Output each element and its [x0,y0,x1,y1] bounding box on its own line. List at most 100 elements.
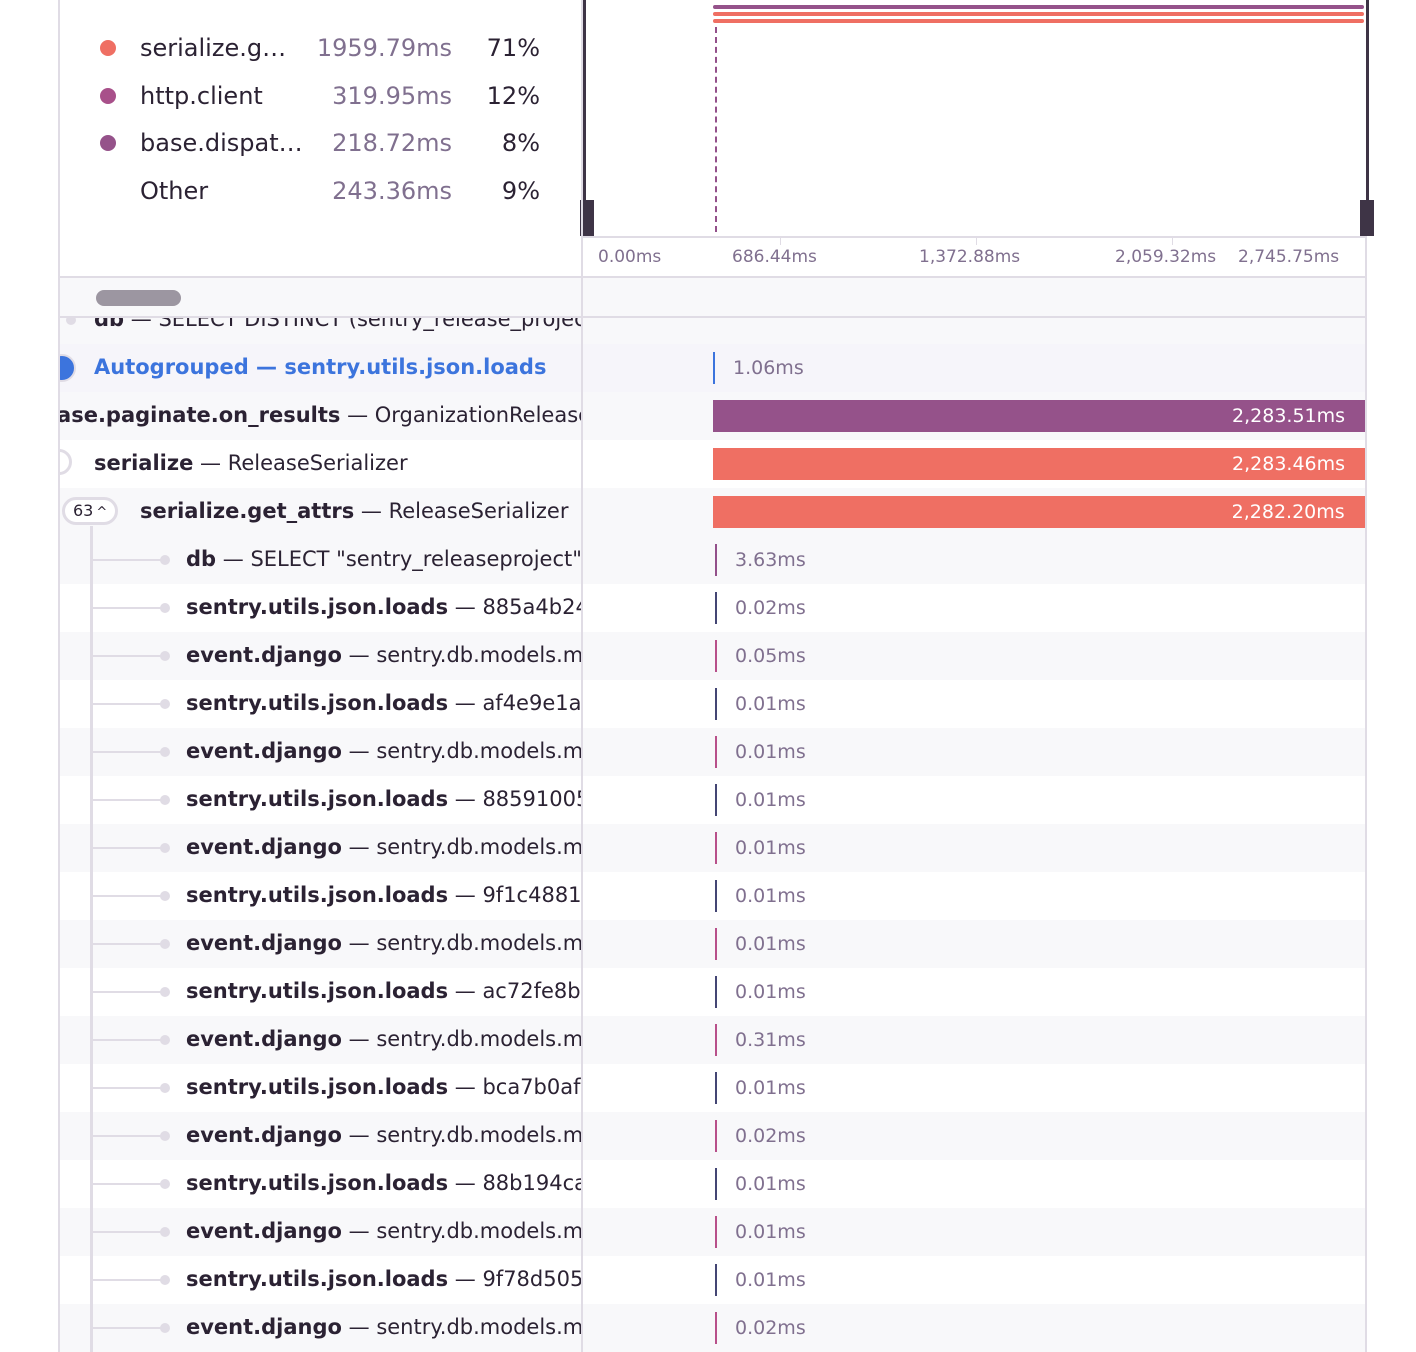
separator: — [448,1171,483,1195]
tree-connector [92,895,164,897]
span-row[interactable]: sentry.utils.json.loads — 885a4b24 0.02ms [60,584,1366,632]
span-description: event.django — sentry.db.models.manager [186,1219,582,1243]
span-row[interactable]: event.django — sentry.db.models.manager 0… [60,1208,1366,1256]
span-bar[interactable] [715,640,717,672]
span-label-cell[interactable]: base.paginate.on_results — OrganizationR… [60,392,582,440]
span-desc: sentry.db.models.manager [376,1219,582,1243]
span-bar[interactable] [715,1264,717,1296]
span-label-cell[interactable]: sentry.utils.json.loads — ac72fe8b5 [60,968,582,1016]
tree-node-dot-icon [160,1035,170,1045]
span-row[interactable]: sentry.utils.json.loads — 88591005 0.01ms [60,776,1366,824]
span-bar[interactable] [715,832,717,864]
span-row[interactable]: sentry.utils.json.loads — ac72fe8b5 0.01m… [60,968,1366,1016]
span-label-cell[interactable]: event.django — sentry.db.models.manager [60,920,582,968]
span-bar[interactable] [715,928,717,960]
span-label-cell[interactable]: sentry.utils.json.loads — 88b194ca [60,1160,582,1208]
span-op: event.django [186,643,342,667]
span-row[interactable]: event.django — sentry.db.models.manager 0… [60,824,1366,872]
tree-node-toggle-icon[interactable] [60,449,72,475]
span-description: event.django — sentry.db.models.manager [186,1123,582,1147]
span-bar[interactable] [715,1312,717,1344]
span-desc: sentry.db.models.manager [376,931,582,955]
span-label-cell[interactable]: serialize — ReleaseSerializer [60,440,582,488]
span-bar[interactable] [715,1216,717,1248]
span-op: event.django [186,835,342,859]
horizontal-scrollbar-thumb[interactable] [96,290,181,306]
span-label-cell[interactable]: sentry.utils.json.loads — 885a4b24 [60,584,582,632]
span-row[interactable]: 63 ^ serialize.get_attrs — ReleaseSerializ… [60,488,1366,536]
span-description: event.django — sentry.db.models.manager [186,643,582,667]
span-bar[interactable] [715,880,717,912]
span-row[interactable]: event.django — sentry.db.models.manager 0… [60,1304,1366,1352]
span-bar[interactable] [715,976,717,1008]
left-border [58,0,60,1352]
autogroup-toggle-icon[interactable] [60,354,76,382]
span-bar[interactable] [715,592,717,624]
axis-tick-label: 686.44ms [732,247,817,267]
span-duration: 2,283.51ms [1232,405,1346,427]
divider[interactable] [581,0,583,1352]
span-row[interactable]: event.django — sentry.db.models.manager 0… [60,728,1366,776]
span-bar[interactable] [715,1024,717,1056]
op-percent: 71% [486,34,540,62]
span-row[interactable]: sentry.utils.json.loads — bca7b0afe 0.01m… [60,1064,1366,1112]
span-label-cell[interactable]: event.django — sentry.db.models.manager [60,1016,582,1064]
tree-connector [92,703,164,705]
span-row[interactable]: sentry.utils.json.loads — 9f78d505 0.01ms [60,1256,1366,1304]
span-desc: 885a4b24 [482,595,582,619]
span-label-cell[interactable]: event.django — sentry.db.models.manager [60,1112,582,1160]
span-label-cell[interactable]: sentry.utils.json.loads — 9f78d505 [60,1256,582,1304]
span-op: sentry.utils.json.loads [186,595,449,619]
span-bar[interactable]: 2,282.20ms [713,496,1365,528]
span-row[interactable]: db — SELECT "sentry_releaseproject" 3.63m… [60,536,1366,584]
span-label-cell[interactable]: sentry.utils.json.loads — 88591005 [60,776,582,824]
collapse-children-button[interactable]: 63 ^ [62,497,118,525]
span-bar[interactable] [713,352,715,384]
tree-connector [92,1039,164,1041]
span-label-cell[interactable]: 63 ^ serialize.get_attrs — ReleaseSerializ… [60,488,582,536]
span-duration: 0.01ms [735,933,806,955]
span-label-cell[interactable]: sentry.utils.json.loads — bca7b0afe [60,1064,582,1112]
span-description: sentry.utils.json.loads — bca7b0afe [186,1075,582,1099]
span-bar[interactable] [715,544,717,576]
span-row[interactable]: event.django — sentry.db.models.manager 0… [60,920,1366,968]
span-bar[interactable] [715,1168,717,1200]
span-label-cell[interactable]: db — SELECT "sentry_releaseproject" [60,536,582,584]
span-op: sentry.utils.json.loads [186,883,449,907]
minimap-right-handle-line[interactable] [1366,0,1369,236]
span-row[interactable]: Autogrouped — sentry.utils.json.loads 1.0… [60,344,1366,392]
span-label-cell[interactable]: event.django — sentry.db.models.manager [60,1304,582,1352]
span-duration: 2,282.20ms [1231,501,1345,523]
minimap-left-handle-line[interactable] [583,0,586,236]
minimap-left-handle[interactable] [580,200,594,236]
minimap-right-handle[interactable] [1360,200,1374,236]
span-row[interactable]: base.paginate.on_results — OrganizationR… [60,392,1366,440]
span-label-cell[interactable]: Autogrouped — sentry.utils.json.loads [60,344,582,392]
span-label-cell[interactable]: event.django — sentry.db.models.manager [60,824,582,872]
span-bar[interactable]: 2,283.46ms [713,448,1366,480]
span-duration: 0.01ms [735,1269,806,1291]
span-desc: OrganizationReleasesEndpoint [374,403,582,427]
op-name: http.client [140,81,263,110]
span-label-cell[interactable]: event.django — sentry.db.models.manager [60,632,582,680]
span-row[interactable]: event.django — sentry.db.models.manager 0… [60,1016,1366,1064]
span-bar[interactable] [715,1120,717,1152]
span-row[interactable]: sentry.utils.json.loads — 9f1c4881a 0.01m… [60,872,1366,920]
span-row[interactable]: sentry.utils.json.loads — 88b194ca 0.01ms [60,1160,1366,1208]
tree-connector [92,991,164,993]
span-bar[interactable]: 2,283.51ms [713,400,1366,432]
span-bar[interactable] [715,688,717,720]
span-bar[interactable] [715,1072,717,1104]
span-bar[interactable] [715,736,717,768]
span-label-cell[interactable]: event.django — sentry.db.models.manager [60,1208,582,1256]
span-desc: 9f1c4881a [482,883,582,907]
span-bar[interactable] [715,784,717,816]
span-row[interactable]: event.django — sentry.db.models.manager 0… [60,632,1366,680]
span-row[interactable]: event.django — sentry.db.models.manager 0… [60,1112,1366,1160]
span-row[interactable]: serialize — ReleaseSerializer 2,283.46ms [60,440,1366,488]
axis-tick [1172,237,1173,245]
span-label-cell[interactable]: event.django — sentry.db.models.manager [60,728,582,776]
span-label-cell[interactable]: sentry.utils.json.loads — 9f1c4881a [60,872,582,920]
